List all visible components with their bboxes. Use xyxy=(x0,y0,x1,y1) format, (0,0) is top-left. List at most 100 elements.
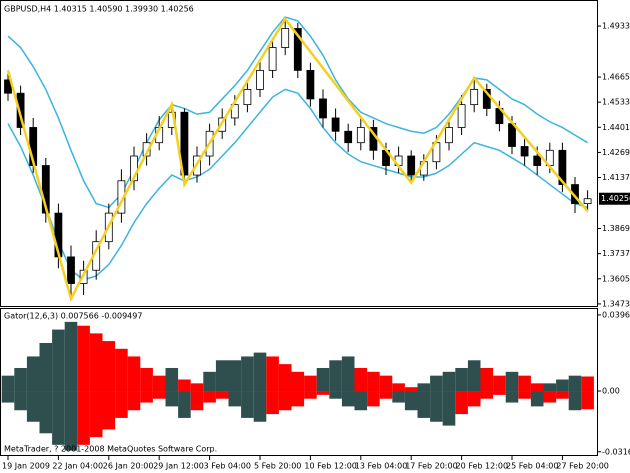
gator-bar xyxy=(228,391,242,407)
gator-bar xyxy=(190,383,204,392)
x-tick-label: 3 Feb 04:00 xyxy=(204,462,251,471)
candle-body xyxy=(243,89,252,106)
gator-bar xyxy=(480,391,494,399)
candle-body xyxy=(256,69,264,90)
gator-bar xyxy=(253,352,267,392)
gator-bar xyxy=(278,391,292,411)
gator-bar xyxy=(127,356,141,392)
gator-bar xyxy=(140,391,153,403)
gator-bar xyxy=(115,348,128,392)
candle-body xyxy=(319,98,327,119)
y-tick-label: 1.36050 xyxy=(602,274,630,283)
candle-body xyxy=(407,155,416,176)
y-tick-label: 1.38690 xyxy=(602,224,630,233)
gator-bar xyxy=(404,391,418,411)
candle-body xyxy=(457,104,466,128)
gator-bar xyxy=(430,375,443,392)
gator-bar xyxy=(404,387,418,392)
gator-bar xyxy=(455,367,468,392)
gator-bar xyxy=(140,367,153,392)
gator-bar xyxy=(102,341,116,392)
gator-bar xyxy=(379,375,393,392)
gator-bar xyxy=(316,367,330,392)
gator-bar xyxy=(568,375,582,392)
gator-bar xyxy=(241,356,254,392)
gator-bar xyxy=(530,383,544,392)
gator-bar xyxy=(304,375,317,392)
gator-bar xyxy=(341,391,355,407)
band-lower xyxy=(7,88,588,281)
gator-bar xyxy=(354,367,368,392)
gator-bar xyxy=(392,391,405,403)
x-tick-label: 17 Feb 20:00 xyxy=(405,462,457,471)
gator-bar xyxy=(329,391,342,399)
candle-body xyxy=(533,155,542,166)
last-price-box xyxy=(599,192,630,205)
gator-bar xyxy=(442,371,456,392)
gator-bar xyxy=(518,391,531,399)
candle-body xyxy=(520,146,529,157)
gator-bar xyxy=(152,375,166,392)
gator-bar xyxy=(39,391,53,434)
gator-bar xyxy=(253,391,267,422)
gator-bar xyxy=(278,364,292,392)
gator-bar xyxy=(316,391,330,395)
candle-body xyxy=(558,149,567,185)
y-tick-label: 0.039629 xyxy=(602,310,630,319)
gator-bar xyxy=(291,391,305,407)
gator-bar xyxy=(367,371,380,392)
gator-bar xyxy=(543,383,557,392)
y-tick-label: 1.45330 xyxy=(602,98,630,107)
zigzag-line xyxy=(6,16,589,303)
candle-body xyxy=(331,117,340,132)
band-upper xyxy=(7,16,588,209)
gator-bar xyxy=(543,391,557,403)
gator-bar xyxy=(417,383,431,392)
gator-bar xyxy=(152,391,166,399)
gator-bar xyxy=(203,391,216,403)
gator-bar xyxy=(77,391,90,445)
gator-bar xyxy=(379,391,393,399)
candle-body xyxy=(16,92,25,128)
gator-bar xyxy=(480,367,494,392)
candle-body xyxy=(41,165,50,214)
candle-body xyxy=(356,127,365,144)
y-tick-label: 1.49330 xyxy=(602,22,630,31)
gator-bar xyxy=(178,379,191,392)
x-tick-label: 26 Jan 20:00 xyxy=(103,462,154,471)
x-tick-label: 29 Jan 12:00 xyxy=(153,462,204,471)
gator-bar xyxy=(505,371,519,392)
gator-bar xyxy=(556,379,569,392)
gator-bar xyxy=(1,391,15,403)
gator-bar xyxy=(165,367,179,392)
y-tick-label: 1.42690 xyxy=(602,148,630,157)
x-tick-label: 5 Feb 20:00 xyxy=(254,462,301,471)
gator-bar xyxy=(568,391,582,411)
gator-bar xyxy=(89,391,103,438)
gator-bar xyxy=(89,333,103,392)
x-tick-label: 27 Feb 20:00 xyxy=(556,462,608,471)
price-title: GBPUSD,H4 1.40315 1.40590 1.39930 1.4025… xyxy=(4,5,194,14)
gator-bar xyxy=(215,391,229,399)
candle-body xyxy=(583,198,592,205)
gator-bar xyxy=(556,391,569,399)
gator-bar xyxy=(14,367,27,392)
gator-bar xyxy=(354,391,368,411)
x-tick-label: 25 Feb 04:00 xyxy=(506,462,558,471)
gator-bar xyxy=(392,383,405,392)
gator-bar xyxy=(266,391,279,415)
gator-bar xyxy=(291,371,305,392)
gator-bar xyxy=(1,375,15,392)
gator-bar xyxy=(26,356,40,392)
x-tick-label: 19 Jan 2009 xyxy=(2,462,50,471)
candle-body xyxy=(445,127,453,144)
gator-bar xyxy=(341,356,355,392)
gator-bar xyxy=(442,391,456,426)
x-tick-label: 13 Feb 04:00 xyxy=(355,462,407,471)
candle-body xyxy=(268,47,277,71)
y-tick-label: 1.34730 xyxy=(602,299,630,308)
gator-bar xyxy=(241,391,254,418)
y-tick-label: 1.46650 xyxy=(602,73,630,82)
gator-bar xyxy=(77,325,90,392)
candle-body xyxy=(281,28,290,48)
